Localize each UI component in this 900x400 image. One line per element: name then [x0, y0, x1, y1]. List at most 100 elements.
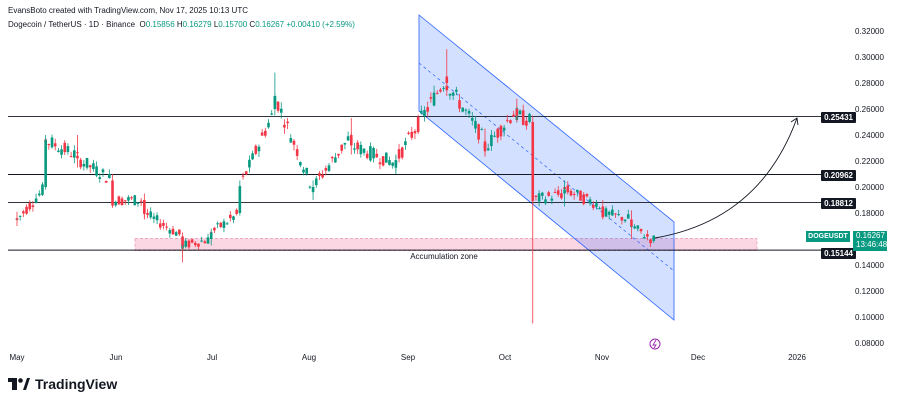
candle-body	[343, 142, 347, 145]
candle-body	[633, 226, 636, 229]
candle-body	[178, 229, 181, 235]
candle-body	[248, 159, 251, 168]
candle-body	[257, 146, 261, 152]
candle-body	[251, 153, 254, 160]
candle-body	[410, 131, 414, 138]
candle-body	[155, 215, 159, 221]
candle-body	[254, 145, 258, 154]
candle-body	[349, 135, 353, 146]
candle-body	[165, 226, 168, 228]
candle-body	[362, 148, 366, 153]
candle-body	[314, 178, 318, 186]
candle-body	[190, 239, 194, 243]
candle-body	[582, 194, 585, 204]
candle-body	[66, 146, 70, 153]
candle-body	[525, 120, 528, 126]
candle-body	[569, 190, 573, 196]
candle-body	[509, 120, 512, 124]
candle-body	[474, 120, 477, 129]
candle-body	[330, 156, 334, 159]
y-tick-label: 0.24000	[855, 131, 884, 140]
candle-body	[63, 142, 67, 153]
candle-body	[346, 136, 350, 141]
creator-line: EvansBoto created with TradingView.com, …	[8, 6, 248, 15]
countdown: 13:46:48	[856, 240, 888, 249]
candle-body	[299, 162, 302, 166]
candle-body	[123, 200, 127, 202]
candle-body	[85, 157, 89, 168]
candle-body	[365, 153, 369, 158]
candle-body	[604, 208, 608, 217]
candle-body	[174, 232, 178, 236]
open-value: 0.15856	[145, 20, 175, 29]
candle-body	[235, 209, 238, 214]
x-tick-label: Sep	[401, 353, 416, 362]
candle-body	[617, 214, 621, 216]
current-price: 0.16267	[856, 231, 885, 240]
y-tick-label: 0.32000	[855, 27, 884, 36]
candle-body	[44, 140, 47, 187]
candle-body	[607, 211, 611, 215]
current-price-tag: 0.16267 13:46:48	[853, 231, 887, 251]
candle-body	[595, 203, 598, 207]
tradingview-logo-icon	[8, 378, 30, 390]
candle-body	[327, 165, 331, 171]
candle-body	[477, 124, 480, 140]
candle-body	[270, 113, 273, 115]
candle-body	[53, 143, 57, 147]
candle-body	[232, 216, 235, 220]
lightning-icon	[649, 338, 661, 350]
candle-body	[37, 193, 41, 196]
candle-body	[528, 113, 531, 122]
x-tick-label: May	[9, 353, 24, 362]
candle-body	[133, 195, 137, 206]
y-tick-label: 0.28000	[855, 79, 884, 88]
candle-body	[490, 134, 493, 147]
candle-body	[162, 223, 165, 226]
candle-body	[308, 186, 312, 188]
tradingview-logo[interactable]: TradingView	[8, 376, 117, 392]
x-tick-label: Jun	[110, 353, 123, 362]
candle-body	[283, 124, 286, 128]
candle-body	[69, 156, 73, 158]
candle-body	[98, 177, 102, 179]
candle-body	[260, 132, 264, 136]
candle-body	[505, 119, 509, 121]
candle-body	[375, 153, 379, 158]
candle-body	[184, 240, 188, 247]
candle-body	[541, 192, 544, 196]
candle-body	[73, 150, 76, 158]
candle-body	[181, 236, 184, 246]
candle-body	[432, 92, 436, 106]
candle-body	[206, 237, 210, 244]
candle-body	[117, 196, 121, 205]
candle-body	[216, 223, 219, 225]
candle-body	[197, 243, 200, 247]
candle-body	[385, 152, 388, 163]
candle-body	[560, 193, 563, 199]
symbol-name: Dogecoin / TetherUS · 1D · Binance	[8, 20, 136, 29]
candle-body	[483, 141, 487, 148]
y-tick-label: 0.26000	[855, 105, 884, 114]
channel-midline	[418, 62, 675, 272]
candle-body	[34, 198, 38, 203]
candle-body	[47, 144, 51, 146]
candle-body	[95, 166, 98, 176]
y-tick-label: 0.22000	[855, 157, 884, 166]
level-tag-18812: 0.18812	[821, 198, 856, 209]
candle-body	[623, 219, 627, 222]
x-tick-label: Aug	[302, 353, 316, 362]
y-tick-label: 0.10000	[855, 313, 884, 322]
candle-body	[636, 225, 640, 229]
candle-body	[601, 206, 605, 213]
projection-arrowhead	[790, 117, 799, 126]
candle-body	[302, 169, 305, 173]
level-layer	[8, 115, 842, 251]
candle-body	[18, 215, 22, 217]
candle-body	[470, 117, 474, 121]
candle-body	[289, 137, 293, 143]
candle-body	[512, 114, 515, 117]
candle-body	[41, 184, 44, 195]
close-value: 0.16267	[255, 20, 285, 29]
